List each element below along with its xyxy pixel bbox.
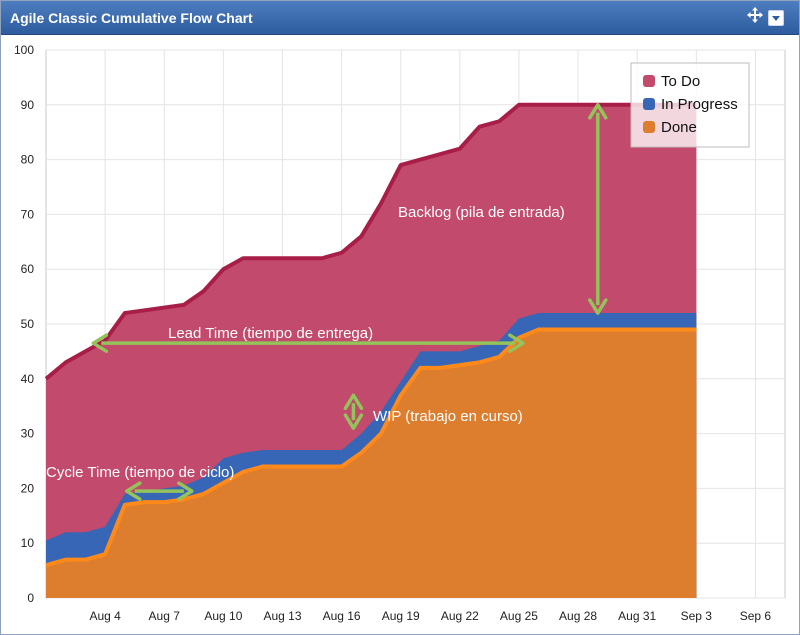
cycle-time-arrow (125, 481, 194, 501)
backlog-label: Backlog (pila de entrada) (398, 204, 565, 221)
arrowhead-bottom (588, 298, 608, 315)
x-tick-label: Aug 22 (441, 609, 479, 623)
x-tick-label: Aug 16 (323, 609, 361, 623)
x-tick-label: Sep 3 (681, 609, 713, 623)
x-tick-label: Aug 7 (149, 609, 181, 623)
wip-label: WIP (trabajo en curso) (373, 408, 523, 425)
legend: To Do In Progress Done (630, 62, 750, 148)
arrowhead-top (343, 393, 364, 410)
arrowhead-right (177, 481, 194, 501)
legend-item-done-swatch (643, 121, 655, 133)
arrowhead-left (91, 333, 109, 353)
annotations: Backlog (pila de entrada) Lead Time (tiem… (46, 103, 608, 501)
arrowhead-bottom (343, 413, 364, 430)
y-tick-label: 0 (27, 591, 34, 605)
y-tick-label: 50 (21, 317, 35, 331)
cycle-time-label: Cycle Time (tiempo de ciclo) (46, 464, 234, 481)
dropdown-menu-icon[interactable] (768, 10, 784, 26)
y-tick-label: 20 (21, 481, 35, 495)
legend-item-todo-swatch (643, 75, 655, 87)
legend-item-inprogress-swatch (643, 98, 655, 110)
y-tick-label: 10 (21, 536, 35, 550)
y-tick-label: 70 (21, 207, 35, 221)
backlog-arrow (588, 103, 608, 315)
x-tick-label: Aug 10 (204, 609, 242, 623)
legend-item-inprogress: In Progress (661, 96, 738, 113)
x-tick-label: Aug 4 (89, 609, 121, 623)
x-tick-label: Sep 6 (740, 609, 772, 623)
chart-areas (44, 102, 697, 599)
arrowhead-left (125, 481, 142, 501)
done-top-line (45, 327, 697, 568)
arrowhead-right (508, 333, 525, 353)
series-area-done (46, 329, 697, 598)
x-tick-label: Aug 28 (559, 609, 597, 623)
arrowhead-top (588, 103, 608, 120)
y-tick-label: 100 (14, 43, 34, 57)
todo-top-line (44, 102, 697, 381)
lead-time-label: Lead Time (tiempo de entrega) (168, 325, 373, 342)
legend-item-todo: To Do (661, 73, 700, 90)
y-axis: 0 10 20 30 40 50 60 70 80 90 100 (14, 43, 34, 605)
x-axis: Aug 4 Aug 7 Aug 10 Aug 13 Aug 16 Aug 19 Aug 22… (89, 609, 771, 623)
legend-item-done: Done (661, 119, 697, 136)
y-tick-label: 30 (21, 427, 35, 441)
x-tick-label: Aug 31 (618, 609, 656, 623)
y-tick-label: 80 (21, 153, 35, 167)
window-title: Agile Classic Cumulative Flow Chart (10, 10, 253, 26)
y-tick-label: 60 (21, 262, 35, 276)
move-arrows-icon[interactable] (746, 6, 764, 24)
x-tick-label: Aug 13 (263, 609, 301, 623)
y-tick-label: 40 (21, 372, 35, 386)
wip-arrow (343, 393, 364, 430)
x-tick-label: Aug 19 (382, 609, 420, 623)
title-bar: Agile Classic Cumulative Flow Chart (1, 1, 799, 35)
lead-time-arrow (91, 333, 525, 353)
x-tick-label: Aug 25 (500, 609, 538, 623)
y-tick-label: 90 (21, 98, 35, 112)
